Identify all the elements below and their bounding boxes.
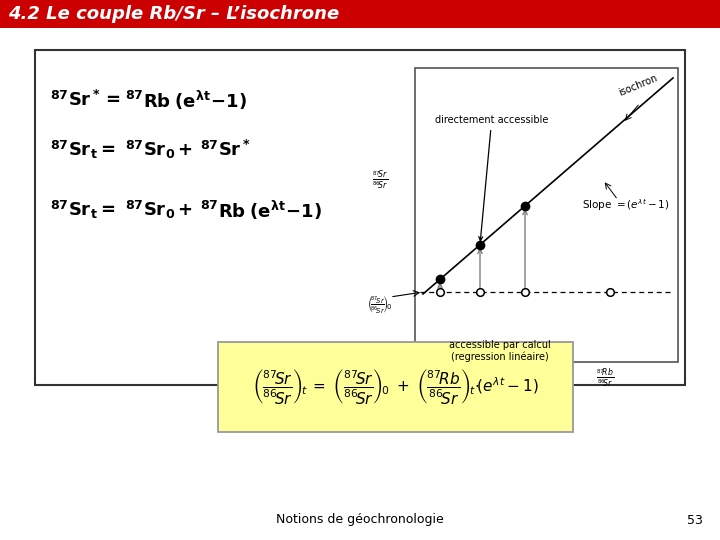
Text: $\mathbf{Sr^* = }$: $\mathbf{Sr^* = }$	[68, 90, 121, 110]
Text: $\mathbf{Sr_0 + }$: $\mathbf{Sr_0 + }$	[143, 200, 193, 220]
Text: accessible par calcul
(regression linéaire): accessible par calcul (regression linéai…	[449, 340, 551, 362]
Bar	[218, 342, 573, 432]
Text: $\left(\dfrac{^{87}\!Sr}{^{86}\!Sr}\right)_{\!t}$$\; = \;$$\left(\dfrac{^{87}\!S: $\left(\dfrac{^{87}\!Sr}{^{86}\!Sr}\righ…	[252, 368, 539, 407]
Text: $\mathbf{^{87}}$: $\mathbf{^{87}}$	[50, 91, 68, 109]
Text: directement accessible: directement accessible	[435, 115, 549, 241]
Text: $\frac{^{87}\!Rb}{^{86}\!Sr}$: $\frac{^{87}\!Rb}{^{86}\!Sr}$	[596, 367, 614, 389]
Text: 4.2 Le couple Rb/Sr – L’isochrone: 4.2 Le couple Rb/Sr – L’isochrone	[8, 5, 339, 23]
Text: $\mathbf{^{87}}$: $\mathbf{^{87}}$	[125, 141, 144, 159]
Text: $\mathbf{^{87}}$: $\mathbf{^{87}}$	[125, 201, 144, 219]
Text: $\mathbf{^{87}}$: $\mathbf{^{87}}$	[200, 201, 219, 219]
Text: $\mathbf{^{87}}$: $\mathbf{^{87}}$	[125, 91, 144, 109]
Text: isochron: isochron	[617, 73, 659, 98]
Text: $\frac{^{87}\!Sr}{^{86}\!Sr}$: $\frac{^{87}\!Sr}{^{86}\!Sr}$	[372, 169, 388, 191]
Bar	[35, 50, 685, 385]
Text: $\left(\!\frac{^{87}\!Sr}{^{86}\!Sr}\!\right)_{\!0}$: $\left(\!\frac{^{87}\!Sr}{^{86}\!Sr}\!\r…	[367, 293, 392, 315]
Text: $\mathbf{^{87}}$: $\mathbf{^{87}}$	[50, 141, 68, 159]
Text: $\mathbf{Sr_t = }$: $\mathbf{Sr_t = }$	[68, 200, 115, 220]
Text: $\mathbf{Sr^*}$: $\mathbf{Sr^*}$	[218, 140, 251, 160]
Text: Slope $= (e^{\lambda t} - 1)$: Slope $= (e^{\lambda t} - 1)$	[582, 197, 670, 213]
Text: Notions de géochronologie: Notions de géochronologie	[276, 514, 444, 526]
Text: $\mathbf{^{87}}$: $\mathbf{^{87}}$	[50, 201, 68, 219]
Text: $\mathbf{Sr_t = }$: $\mathbf{Sr_t = }$	[68, 140, 115, 160]
Text: $\mathbf{Rb\;(e^{\lambda t}\!-\!1)}$: $\mathbf{Rb\;(e^{\lambda t}\!-\!1)}$	[143, 89, 247, 112]
Text: 53: 53	[687, 514, 703, 526]
Bar	[415, 68, 678, 362]
Text: $\mathbf{Rb\;(e^{\lambda t}\!-\!1)}$: $\mathbf{Rb\;(e^{\lambda t}\!-\!1)}$	[218, 198, 323, 221]
Bar	[0, 0, 720, 28]
Text: $\mathbf{Sr_0 + }$: $\mathbf{Sr_0 + }$	[143, 140, 193, 160]
Text: $\mathbf{^{87}}$: $\mathbf{^{87}}$	[200, 141, 219, 159]
